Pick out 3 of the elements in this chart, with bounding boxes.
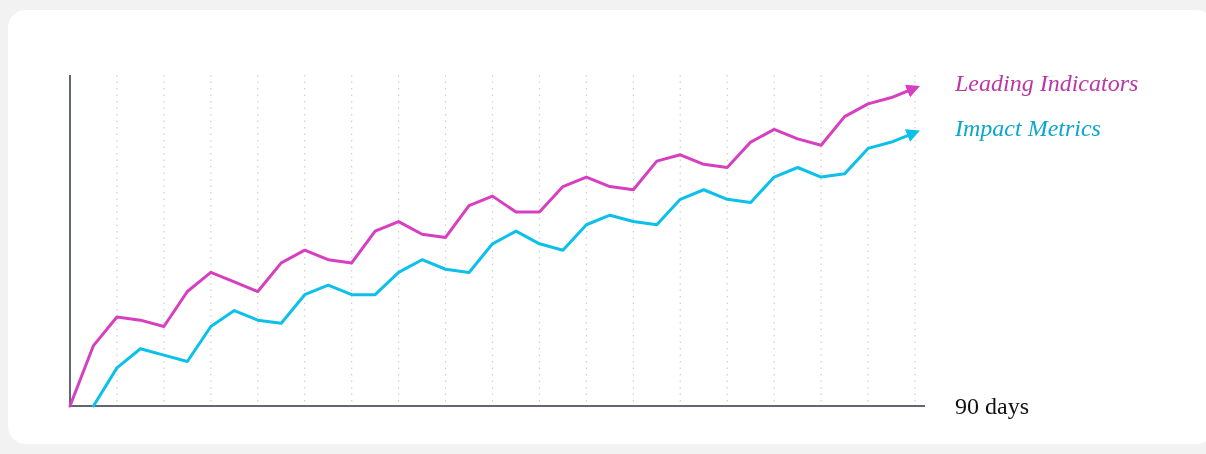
series-label: Impact Metrics — [954, 114, 1101, 141]
x-axis-title: 90 days — [955, 393, 1029, 419]
series-label: Leading Indicators — [954, 70, 1139, 96]
